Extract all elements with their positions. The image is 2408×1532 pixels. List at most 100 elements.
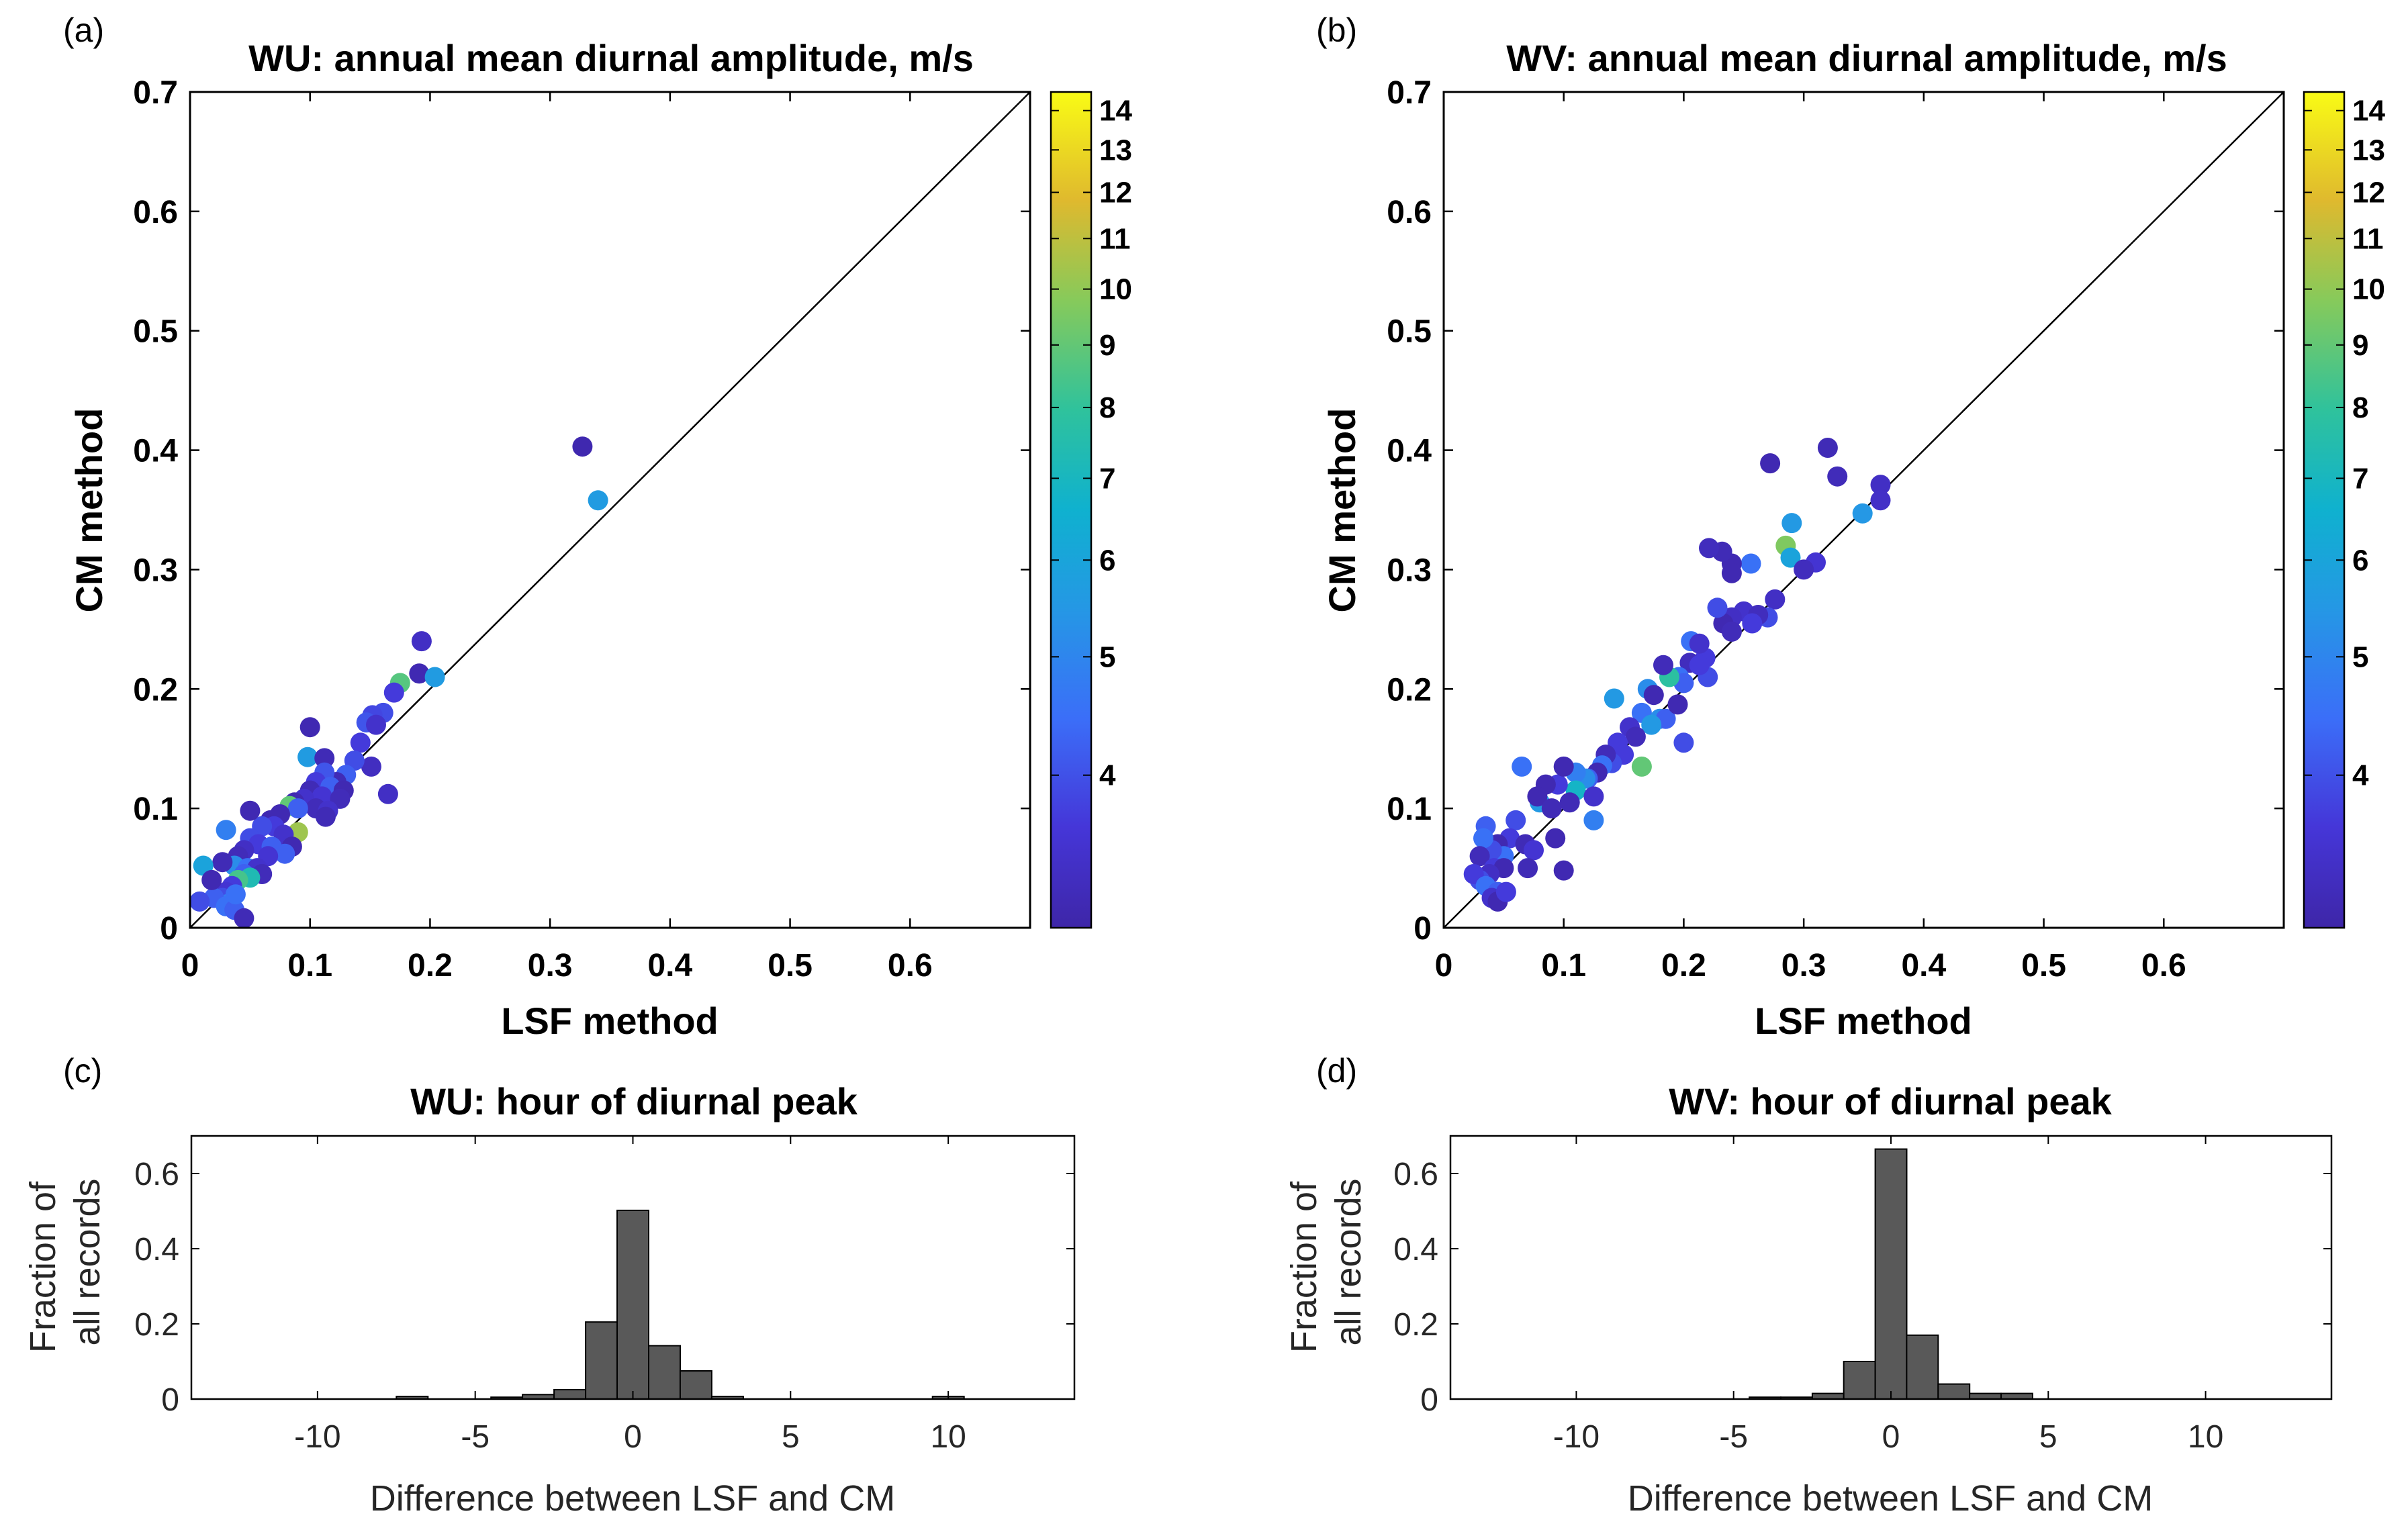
scatter-point [377, 783, 398, 804]
scatter-point [1604, 688, 1624, 709]
colorbar-tick-label: 11 [1099, 222, 1131, 255]
x-tick-label: -5 [1719, 1419, 1748, 1455]
scatter-point [299, 717, 320, 738]
scatter-point [350, 732, 371, 753]
scatter-point [1512, 756, 1532, 777]
colorbar-tick-label: 4 [1099, 759, 1116, 792]
x-tick-label: 0.2 [408, 948, 453, 984]
histogram-bar [1969, 1392, 2002, 1400]
scatter-point [1631, 756, 1652, 777]
x-tick-label: 10 [2188, 1419, 2223, 1455]
chart-title: WU: annual mean diurnal amplitude, m/s [248, 37, 974, 79]
chart-title: WU: hour of diurnal peak [410, 1080, 858, 1122]
colorbar-tick-label: 12 [2352, 177, 2385, 209]
x-tick-label: 10 [930, 1419, 966, 1455]
scatter-point [383, 682, 404, 703]
y-axis-label-line-2: all records [1328, 1178, 1369, 1345]
x-tick-label: 5 [782, 1419, 800, 1455]
y-tick-label: 0.4 [133, 434, 178, 469]
scatter-panel-wu-amplitude: (a) WU: annual mean diurnal amplitude, m… [63, 11, 1132, 1042]
y-tick-label: 0.6 [1393, 1157, 1438, 1192]
colorbar-tick-label: 8 [1099, 391, 1115, 424]
y-axis-label-line-1: Fraction of [1284, 1181, 1324, 1353]
x-tick-label: -10 [294, 1419, 340, 1455]
scatter-point [1473, 828, 1493, 849]
scatter-point [212, 852, 233, 873]
y-tick-label: 0.7 [1387, 75, 1432, 111]
y-tick-label: 0.4 [1387, 434, 1432, 469]
scatter-point [1553, 756, 1574, 777]
x-axis-label: Difference between LSF and CM [1628, 1478, 2153, 1519]
x-tick-label: 0 [1435, 948, 1453, 984]
scatter-point [1527, 786, 1548, 807]
scatter-point [1545, 828, 1566, 849]
panel-label: (d) [1316, 1052, 1357, 1090]
y-tick-label: 0.2 [134, 1307, 179, 1343]
y-tick-label: 0 [1420, 1382, 1438, 1418]
scatter-point [314, 748, 335, 769]
colorbar-tick-label: 13 [2352, 134, 2385, 166]
y-tick-label: 0.6 [134, 1157, 179, 1192]
scatter-point [1667, 694, 1688, 715]
scatter-point [1721, 563, 1742, 583]
colorbar-tick-label: 5 [1099, 640, 1115, 673]
colorbar-tick-label: 13 [1099, 134, 1132, 166]
scatter-point [1870, 490, 1891, 511]
y-tick-label: 0.5 [1387, 314, 1432, 350]
histogram-bar [679, 1370, 712, 1400]
x-tick-label: 0.4 [1901, 948, 1946, 984]
scatter-point [409, 663, 430, 684]
y-axis-label: Fraction of all records [1284, 1171, 1369, 1353]
scatter-point [1699, 538, 1719, 559]
colorbar-tick-label: 6 [1099, 544, 1115, 577]
colorbar-tick-label: 9 [1099, 329, 1115, 362]
colorbar [2303, 91, 2346, 929]
colorbar-tick-label: 10 [2352, 273, 2385, 306]
scatter-point [1469, 846, 1490, 867]
scatter-point [1689, 633, 1710, 654]
histogram-bar [1937, 1383, 1971, 1400]
x-axis-label: Difference between LSF and CM [370, 1478, 895, 1519]
colorbar-tick-label: 5 [2352, 640, 2368, 673]
scatter-point [1506, 810, 1526, 830]
y-tick-label: 0.3 [133, 553, 178, 588]
colorbar-tick-label: 8 [2352, 391, 2368, 424]
scatter-point [1852, 503, 1873, 524]
scatter-point [424, 667, 445, 687]
scatter-point [1643, 685, 1664, 706]
x-tick-label: -5 [461, 1419, 490, 1455]
scatter-point [216, 820, 236, 841]
colorbar-tick-label: 7 [2352, 462, 2368, 495]
scatter-point [1553, 860, 1574, 881]
chart-title: WV: hour of diurnal peak [1669, 1080, 2112, 1122]
scatter-point [1653, 655, 1673, 675]
scatter-point [588, 490, 608, 511]
scatter-point [201, 869, 222, 890]
colorbar-tick-label: 4 [2352, 759, 2369, 792]
scatter-point [1518, 858, 1538, 879]
scatter-point [1707, 597, 1728, 618]
y-tick-label: 0.4 [134, 1232, 179, 1267]
histogram-bar [616, 1209, 649, 1400]
scatter-point [1641, 714, 1662, 735]
histogram-bar [585, 1321, 618, 1400]
x-tick-label: 0.1 [287, 948, 332, 984]
scatter-point [189, 891, 210, 912]
y-axis-label: Fraction of all records [23, 1171, 107, 1353]
x-tick-label: 0.6 [2141, 948, 2186, 984]
scatter-point [240, 800, 261, 821]
scatter-point [366, 714, 386, 735]
y-axis-label: CM method [1321, 408, 1363, 613]
scatter-point [1721, 621, 1742, 642]
scatter-point [1781, 513, 1802, 534]
colorbar-tick-label: 14 [2352, 95, 2385, 128]
scatter-point [225, 884, 246, 905]
x-tick-label: 0.5 [2021, 948, 2066, 984]
scatter-point [234, 908, 254, 928]
x-tick-label: 0.1 [1541, 948, 1586, 984]
y-tick-label: 0.2 [1387, 672, 1432, 708]
scatter-point [361, 756, 381, 777]
histogram-bar [2000, 1392, 2033, 1400]
y-axis-label: CM method [68, 408, 110, 613]
histogram-bar [1906, 1334, 1939, 1400]
